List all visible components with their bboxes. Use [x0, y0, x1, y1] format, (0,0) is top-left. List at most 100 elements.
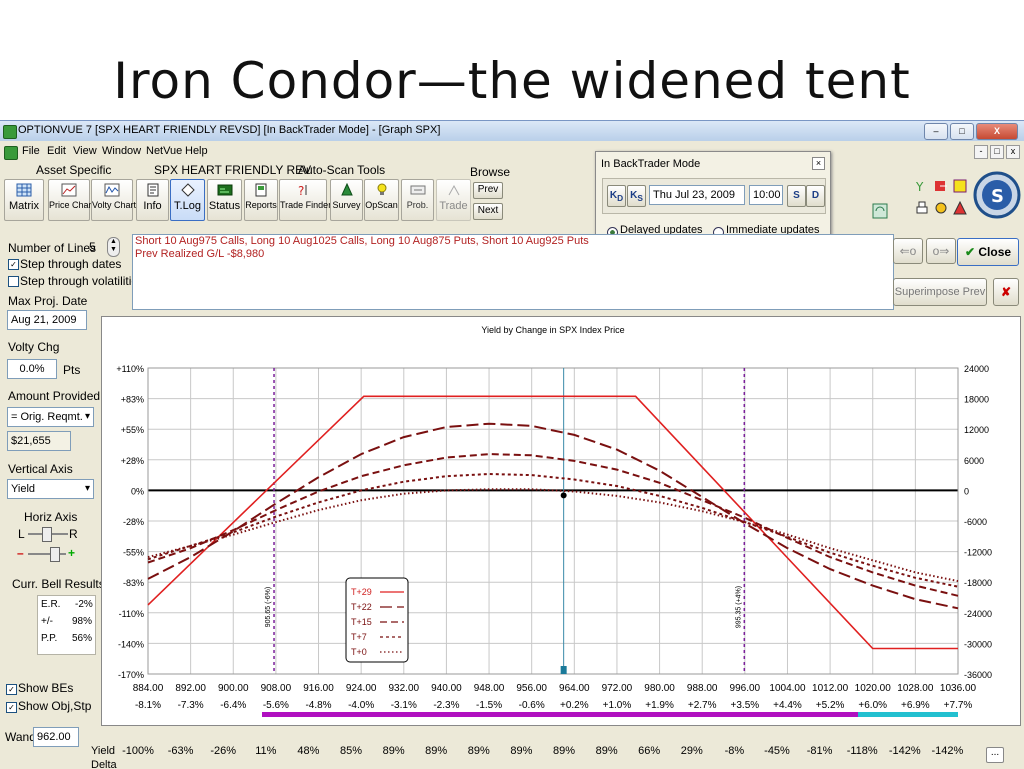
backtrader-date-field[interactable]: Thu Jul 23, 2009 [649, 185, 745, 205]
x-pct-label: +6.9% [901, 700, 930, 711]
mdi-restore-button[interactable]: □ [990, 145, 1004, 159]
y-right-tick-label: -18000 [964, 578, 992, 588]
series-line-t15 [147, 453, 959, 597]
y-right-tick-label: 24000 [964, 364, 989, 374]
y-left-tick-label: 0% [131, 486, 144, 496]
show-bes-label: Show BEs [18, 681, 74, 695]
number-of-lines-value[interactable]: 5 [89, 240, 96, 254]
more-button[interactable]: ... [986, 747, 1004, 763]
menu-netvue[interactable]: NetVue [146, 145, 183, 157]
stop-band [858, 712, 958, 717]
yield-cell: 89% [467, 745, 490, 757]
info-button[interactable]: Info [136, 179, 169, 221]
yahoo-icon[interactable]: Y [915, 179, 929, 193]
browse-next-button[interactable]: Next [473, 203, 503, 220]
matrix-button[interactable]: Matrix [4, 179, 44, 221]
lines-spinner[interactable]: ▲ ▼ [107, 237, 120, 257]
position-legs: Short 10 Aug975 Calls, Long 10 Aug1025 C… [135, 235, 589, 247]
backtrader-step-ks-button[interactable]: KS [627, 185, 646, 207]
doc-icon [4, 146, 18, 160]
yield-cell: 11% [255, 745, 277, 757]
step-dates-checkbox[interactable]: ✓ [8, 259, 19, 270]
backtrader-close-button[interactable]: × [812, 157, 825, 170]
amount-provided-select[interactable]: = Orig. Reqmt. [7, 407, 94, 427]
show-bes-checkbox[interactable]: ✓ [6, 684, 17, 695]
x-pct-label: -4.8% [305, 700, 331, 711]
backtrader-step-kd-button[interactable]: KD [607, 185, 626, 207]
export-icon[interactable] [934, 179, 948, 193]
reports-label: Reports [245, 200, 277, 210]
menu-file[interactable]: File [22, 145, 40, 157]
svg-text:?: ? [298, 184, 304, 197]
x-tick-label: 1004.00 [769, 683, 806, 694]
cancel-x-button[interactable]: ✘ [993, 278, 1019, 306]
trade-finder-button[interactable]: ? Trade Finder [279, 179, 331, 221]
browse-prev-button[interactable]: Prev [473, 182, 503, 199]
step-vols-checkbox[interactable] [8, 276, 19, 287]
horiz-axis-slider[interactable] [42, 527, 52, 542]
bug-icon[interactable] [934, 201, 948, 215]
alert-icon[interactable] [953, 201, 967, 215]
survey-button[interactable]: Survey [330, 179, 363, 221]
svg-text:S: S [991, 186, 1004, 207]
menu-view[interactable]: View [73, 145, 97, 157]
tlog-button[interactable]: T.Log [170, 179, 205, 221]
menu-window[interactable]: Window [102, 145, 142, 157]
x-pct-label: -0.6% [519, 700, 545, 711]
mdi-minimize-button[interactable]: - [974, 145, 988, 159]
reports-button[interactable]: Reports [244, 179, 278, 221]
delayed-label: Delayed updates [620, 224, 703, 236]
scale-slider[interactable] [50, 547, 60, 562]
y-left-tick-label: +110% [116, 364, 144, 374]
opscan-button[interactable]: OpScan [364, 179, 399, 221]
group-asset-specific: Asset Specific [36, 163, 112, 177]
prob-button[interactable]: Prob. [401, 179, 434, 221]
refresh-icon[interactable] [872, 203, 888, 219]
group-autoscan: Auto-Scan Tools [298, 163, 386, 177]
volty-chart-button[interactable]: Volty Chart [91, 179, 136, 221]
yield-cell: 66% [638, 745, 661, 757]
legend-box [345, 577, 409, 663]
wand-field[interactable]: 962.00 [33, 727, 79, 747]
optionvue-window: OPTIONVUE 7 [SPX HEART FRIENDLY REVSD] [… [0, 120, 1024, 769]
x-tick-label: 916.00 [303, 683, 334, 694]
yield-cell: 89% [552, 745, 576, 757]
step-forward-button[interactable]: o⇒ [926, 238, 956, 264]
x-pct-label: -5.6% [263, 700, 289, 711]
price-chart-button[interactable]: Price Chart [48, 179, 94, 221]
slider-l-label: L [18, 527, 25, 541]
volty-chg-field[interactable]: 0.0% [7, 359, 57, 379]
legend-label: T+29 [351, 587, 372, 597]
yield-cell: -142% [888, 745, 921, 757]
show-obj-checkbox[interactable]: ✓ [6, 702, 17, 713]
x-tick-label: 980.00 [644, 683, 675, 694]
backtrader-time-field[interactable]: 10:00 [749, 185, 783, 205]
group-portfolio: SPX HEART FRIENDLY REV [154, 163, 312, 177]
menu-help[interactable]: Help [185, 145, 208, 157]
menu-edit[interactable]: Edit [47, 145, 66, 157]
backtrader-step-d-button[interactable]: D [806, 185, 825, 207]
grid-icon [16, 183, 32, 197]
x-pct-label: +0.2% [560, 700, 589, 711]
row-delta-label: Delta [91, 759, 117, 769]
backtrader-step-s-button[interactable]: S [787, 185, 806, 207]
superimpose-prev-button[interactable]: Superimpose Prev [893, 278, 987, 306]
yield-cell: -142% [931, 745, 964, 757]
status-button[interactable]: Status [207, 179, 242, 221]
max-proj-field[interactable]: Aug 21, 2009 [7, 310, 87, 330]
mdi-close-button[interactable]: x [1006, 145, 1020, 159]
minimize-button[interactable]: – [924, 123, 948, 140]
yield-chart[interactable]: Yield by Change in SPX Index Price 884.00… [102, 317, 1020, 725]
print-icon[interactable] [915, 201, 929, 215]
close-button[interactable]: ✔ Close [957, 238, 1019, 266]
x-pct-label: -3.1% [391, 700, 417, 711]
bell-er-label: E.R. [41, 599, 61, 610]
close-window-button[interactable]: X [976, 123, 1018, 140]
horiz-axis-label: Horiz Axis [24, 510, 78, 524]
notes-icon[interactable] [953, 179, 967, 193]
y-right-tick-label: -36000 [964, 670, 992, 680]
vertical-axis-select[interactable]: Yield [7, 479, 94, 499]
maximize-button[interactable]: □ [950, 123, 974, 140]
step-back-button[interactable]: ⇐o [893, 238, 923, 264]
trade-button[interactable]: Trade [436, 179, 471, 221]
